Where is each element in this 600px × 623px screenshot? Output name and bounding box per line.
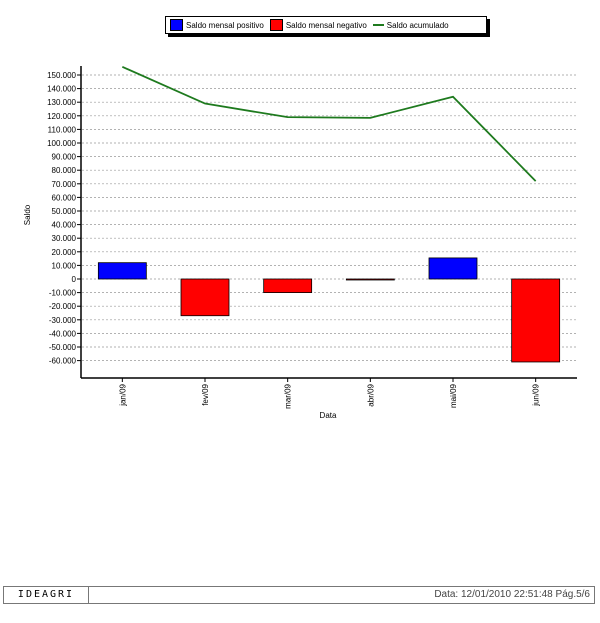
bar-abr-09 [345, 278, 395, 281]
legend-swatch-negative [269, 19, 283, 31]
y-tick-label: 0 [72, 275, 77, 284]
legend-item-positive: Saldo mensal positivo [170, 19, 264, 31]
y-tick-label: 30.000 [52, 234, 77, 243]
y-tick-label: 150.000 [47, 71, 76, 80]
legend-label-accumulated: Saldo acumulado [386, 20, 449, 30]
x-tick-label: fev/09 [201, 383, 210, 405]
x-tick-label: jun/09 [532, 383, 541, 406]
y-tick-label: 50.000 [52, 207, 77, 216]
y-tick-label: 110.000 [48, 125, 77, 134]
bar-mai-09 [428, 257, 478, 280]
x-axis-label: Data [320, 411, 337, 420]
chart-plot: 150.000 140.000 130.000 120.000 110.000 100.0… [23, 66, 577, 420]
bar-jun-09 [511, 278, 561, 363]
y-tick-label: -60.000 [49, 357, 77, 366]
y-tick-label: 120.000 [47, 112, 76, 121]
bar-mar-09 [263, 278, 313, 294]
x-tick-label: mai/09 [449, 383, 458, 408]
page-footer: IDEAGRI Data: 12/01/2010 22:51:48 Pág.5/… [3, 586, 595, 604]
y-tick-label: 140.000 [47, 85, 76, 94]
y-tick-label: -30.000 [49, 316, 77, 325]
legend-label-negative: Saldo mensal negativo [285, 20, 367, 30]
legend-item-accumulated: Saldo acumulado [372, 20, 449, 30]
y-tick-label: 60.000 [52, 193, 77, 202]
x-tick-label: mar/09 [284, 383, 293, 408]
legend-swatch-accumulated [372, 24, 384, 26]
y-tick-label: -10.000 [49, 289, 77, 298]
bar-fev-09 [180, 278, 230, 317]
y-tick-label: 100.000 [47, 139, 76, 148]
y-axis-label: Saldo [23, 204, 32, 225]
x-tick-label: abr/09 [366, 383, 375, 406]
y-tick-label: 40.000 [52, 221, 77, 230]
legend-swatch-positive [170, 19, 183, 31]
y-tick-label: 70.000 [52, 180, 77, 189]
y-tick-label: -20.000 [49, 302, 77, 311]
y-tick-label: 130.000 [47, 98, 76, 107]
x-tick-label: jan/09 [118, 383, 127, 406]
brand-logo: IDEAGRI [4, 587, 89, 603]
chart-legend: Saldo mensal positivo Saldo mensal negat… [165, 16, 487, 34]
y-tick-label: 20.000 [52, 248, 77, 257]
y-tick-label: -40.000 [49, 329, 77, 338]
y-tick-label: 10.000 [52, 261, 77, 270]
line-saldo-acumulado [121, 66, 537, 182]
legend-item-negative: Saldo mensal negativo [269, 19, 367, 31]
y-tick-label: 80.000 [52, 166, 77, 175]
legend-label-positive: Saldo mensal positivo [186, 20, 264, 30]
y-tick-label: 90.000 [52, 153, 77, 162]
bar-jan-09 [97, 262, 147, 280]
y-tick-label: -50.000 [49, 343, 77, 352]
footer-timestamp-page: Data: 12/01/2010 22:51:48 Pág.5/6 [434, 589, 590, 600]
